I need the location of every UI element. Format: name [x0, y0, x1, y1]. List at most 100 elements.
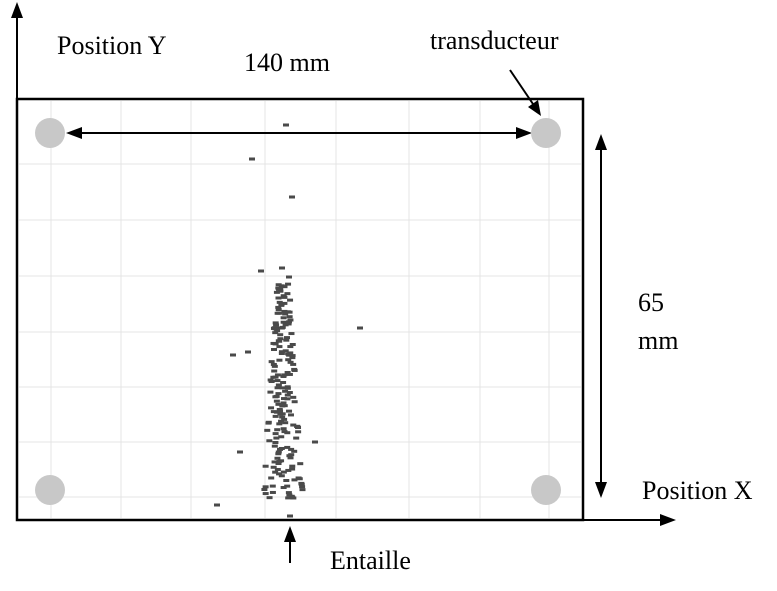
event-marker [273, 394, 280, 398]
event-marker [287, 514, 293, 518]
event-marker [214, 503, 220, 507]
event-marker [271, 444, 278, 448]
event-marker [275, 392, 282, 396]
event-marker [274, 379, 281, 383]
event-marker [286, 372, 293, 376]
event-marker [274, 428, 281, 432]
event-marker [289, 354, 296, 358]
position-x-label: Position X [642, 476, 753, 505]
event-marker [262, 492, 269, 496]
height-value-label: 65 [638, 288, 664, 317]
event-marker [272, 414, 279, 418]
event-marker [291, 368, 298, 372]
event-marker [289, 356, 296, 360]
x-axis-arrow [583, 514, 676, 526]
event-marker [266, 496, 273, 500]
event-marker [271, 347, 278, 351]
event-marker [271, 364, 278, 368]
height-dimension-arrow [595, 134, 607, 498]
event-marker [280, 427, 287, 431]
event-marker [289, 464, 296, 468]
event-marker [282, 421, 289, 425]
event-marker [287, 345, 294, 349]
event-marker [280, 470, 287, 474]
event-marker [276, 407, 283, 411]
transducers [35, 118, 561, 505]
event-marker [278, 303, 285, 307]
event-marker [285, 496, 292, 500]
event-marker [284, 371, 291, 375]
event-marker [312, 440, 318, 444]
event-marker [245, 350, 251, 354]
event-marker [281, 417, 288, 421]
transducer-top-right [531, 118, 561, 148]
event-marker [275, 462, 282, 466]
event-marker [286, 391, 293, 395]
transducer-pointer-arrow [509, 69, 541, 116]
event-marker [287, 298, 294, 302]
event-marker [283, 338, 290, 342]
event-marker [269, 484, 276, 488]
event-marker [262, 464, 269, 468]
event-marker [276, 345, 283, 349]
event-marker [288, 332, 295, 336]
event-marker [291, 478, 298, 482]
event-marker [272, 470, 279, 474]
event-marker [280, 316, 287, 320]
event-marker [284, 484, 291, 488]
event-marker [290, 395, 297, 399]
event-marker [281, 373, 288, 377]
event-marker [272, 321, 279, 325]
event-marker [275, 383, 282, 387]
event-marker [272, 441, 279, 445]
event-marker [291, 449, 298, 453]
event-marker [278, 352, 285, 356]
event-marker [275, 308, 282, 312]
event-marker [274, 329, 281, 333]
event-marker [265, 421, 272, 425]
event-marker [286, 275, 292, 279]
event-marker [278, 435, 285, 439]
event-marker [269, 490, 276, 494]
event-marker [285, 322, 292, 326]
event-marker [289, 343, 296, 347]
event-marker [284, 397, 291, 401]
event-marker [299, 485, 306, 489]
event-marker [281, 295, 288, 299]
event-marker [357, 326, 363, 330]
plate-outline [15, 97, 585, 522]
event-marker [284, 431, 291, 435]
event-marker [290, 496, 297, 500]
event-marker [258, 269, 264, 273]
transducer-label: transducteur [430, 26, 559, 55]
event-marker [277, 447, 284, 451]
event-marker [270, 362, 277, 366]
event-marker [274, 410, 281, 414]
event-marker [298, 482, 305, 486]
event-marker [276, 472, 283, 476]
event-marker [291, 400, 298, 404]
event-marker [274, 467, 281, 471]
event-marker [281, 309, 288, 313]
event-marker [277, 412, 284, 416]
event-marker [287, 456, 294, 460]
event-marker [267, 390, 274, 394]
event-marker [268, 476, 275, 480]
event-marker [280, 294, 287, 298]
event-marker [261, 487, 268, 491]
event-marker [289, 195, 295, 199]
event-marker [280, 486, 287, 490]
height-unit-label: mm [638, 326, 679, 355]
event-marker [299, 488, 306, 492]
width-dimension-arrow [66, 127, 532, 139]
event-marker [284, 336, 291, 340]
event-marker [272, 432, 279, 436]
background-grid [19, 101, 581, 518]
event-marker [237, 450, 243, 454]
event-marker [273, 399, 280, 403]
event-marker [280, 374, 287, 378]
event-marker [283, 478, 290, 482]
event-marker [286, 409, 293, 413]
event-marker [282, 312, 289, 316]
event-marker [280, 397, 287, 401]
